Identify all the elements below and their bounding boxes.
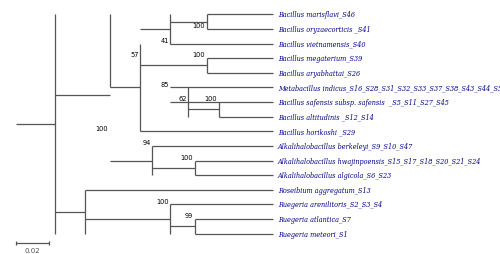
Text: 99: 99 — [185, 212, 193, 218]
Text: 100: 100 — [96, 125, 108, 131]
Text: Bacillus horikoshi _S29: Bacillus horikoshi _S29 — [278, 128, 355, 136]
Text: Bacillus aryabhattai_S26: Bacillus aryabhattai_S26 — [278, 70, 360, 77]
Text: Bacillus marisflavi_S46: Bacillus marisflavi_S46 — [278, 11, 355, 19]
Text: 100: 100 — [180, 154, 193, 160]
Text: 100: 100 — [204, 96, 217, 102]
Text: 41: 41 — [160, 38, 169, 44]
Text: 100: 100 — [192, 23, 205, 29]
Text: Roseibium aggregatum_S13: Roseibium aggregatum_S13 — [278, 186, 370, 194]
Text: 94: 94 — [142, 140, 150, 146]
Text: Bacillus megaterium_S39: Bacillus megaterium_S39 — [278, 55, 362, 63]
Text: 100: 100 — [156, 198, 169, 204]
Text: 100: 100 — [192, 52, 205, 58]
Text: Ruegeria meteori_S1: Ruegeria meteori_S1 — [278, 230, 347, 238]
Text: 85: 85 — [160, 81, 169, 87]
Text: 57: 57 — [130, 52, 138, 58]
Text: Alkalihalobacillus berkeleyi_S9_S10_S47: Alkalihalobacillus berkeleyi_S9_S10_S47 — [278, 142, 413, 150]
Text: Alkalihalobacillus hwajinpoensis_S15_S17_S18_S20_S21_S24: Alkalihalobacillus hwajinpoensis_S15_S17… — [278, 157, 481, 165]
Text: Bacillus altitudinis _S12_S14: Bacillus altitudinis _S12_S14 — [278, 113, 374, 121]
Text: Metabacillus indicus_S16_S28_S31_S32_S33_S37_S38_S43_S44_S54: Metabacillus indicus_S16_S28_S31_S32_S33… — [278, 84, 500, 92]
Text: Bacillus safensis subsp. safensis  _S5_S11_S27_S45: Bacillus safensis subsp. safensis _S5_S1… — [278, 99, 448, 107]
Text: Ruegeria arenilitoris_S2_S3_S4: Ruegeria arenilitoris_S2_S3_S4 — [278, 201, 382, 209]
Text: 0.02: 0.02 — [24, 247, 40, 253]
Text: Alkalihalobacillus algicola_S6_S23: Alkalihalobacillus algicola_S6_S23 — [278, 171, 392, 179]
Text: Ruegeria atlantica_S7: Ruegeria atlantica_S7 — [278, 215, 350, 223]
Text: 62: 62 — [178, 96, 187, 102]
Text: Bacillus oryzaecorticis _S41: Bacillus oryzaecorticis _S41 — [278, 26, 370, 34]
Text: Bacillus vietnamensis_S40: Bacillus vietnamensis_S40 — [278, 40, 366, 48]
